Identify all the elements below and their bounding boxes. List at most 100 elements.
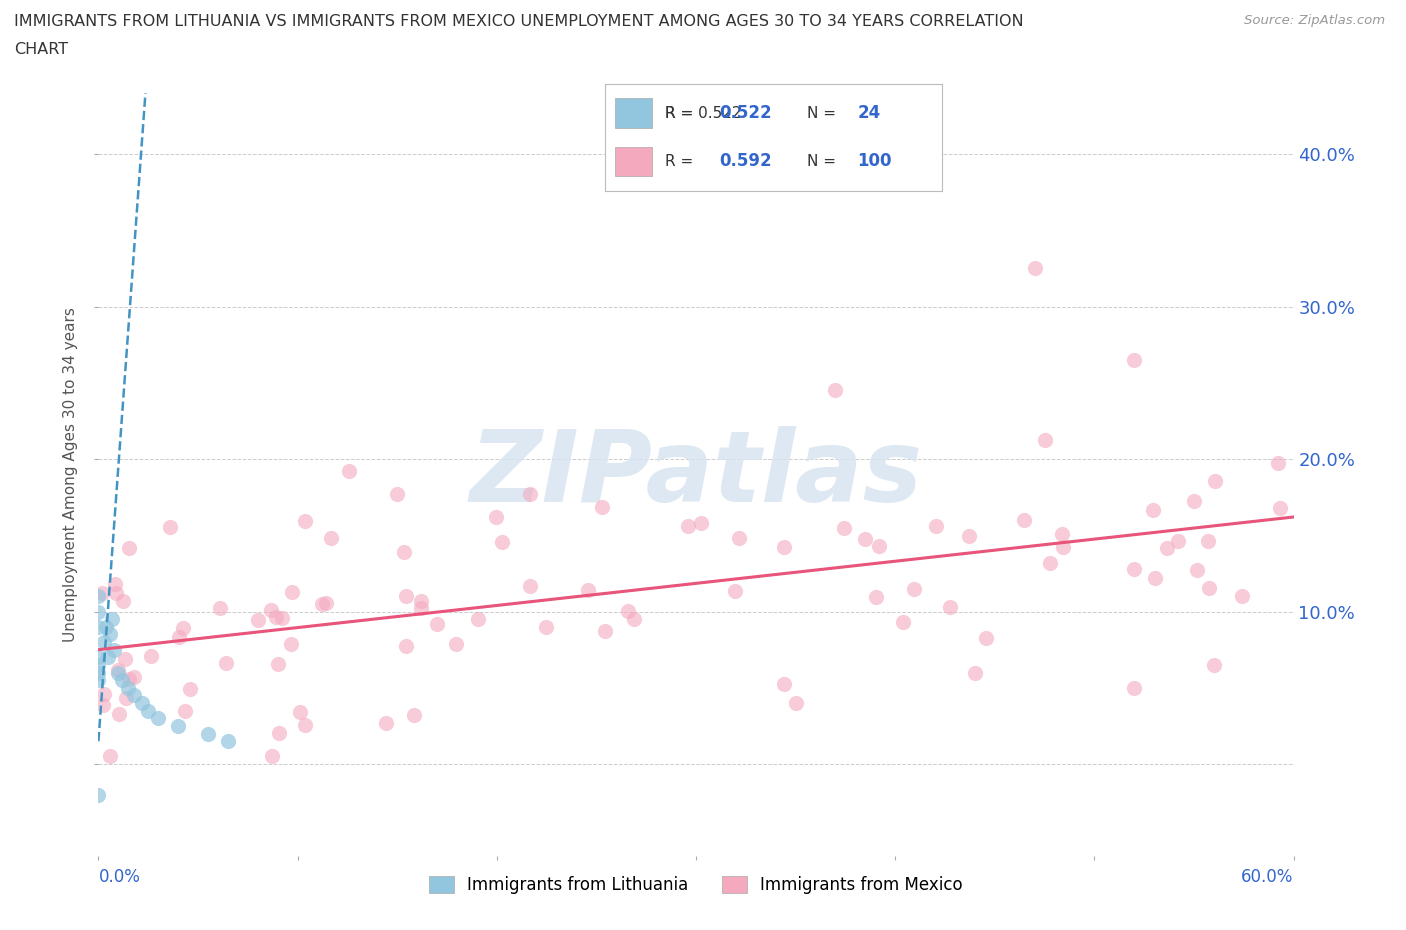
- Point: [1052, 539, 1074, 554]
- Point: [215, 656, 238, 671]
- Point: [294, 513, 316, 528]
- Point: [118, 672, 141, 687]
- Point: [93, 634, 115, 649]
- Point: [311, 596, 333, 611]
- Text: 0.0%: 0.0%: [98, 868, 141, 885]
- Text: R =: R =: [665, 153, 699, 168]
- FancyBboxPatch shape: [614, 99, 652, 127]
- Point: [87, 787, 110, 802]
- Point: [87, 604, 110, 619]
- Point: [957, 529, 980, 544]
- Point: [974, 631, 997, 645]
- Point: [772, 676, 794, 691]
- Point: [1267, 456, 1289, 471]
- Point: [136, 703, 159, 718]
- Point: [485, 510, 508, 525]
- Point: [319, 531, 342, 546]
- Point: [891, 615, 914, 630]
- Point: [1012, 512, 1035, 527]
- Point: [87, 658, 110, 672]
- Point: [963, 665, 986, 680]
- Text: R =: R =: [665, 106, 699, 121]
- Point: [112, 593, 135, 608]
- Point: [93, 686, 115, 701]
- Point: [131, 696, 153, 711]
- Point: [87, 672, 110, 687]
- Point: [208, 600, 231, 615]
- Text: CHART: CHART: [14, 42, 67, 57]
- Point: [623, 612, 645, 627]
- Point: [785, 696, 807, 711]
- Point: [267, 656, 290, 671]
- Text: 0.592: 0.592: [720, 153, 772, 170]
- Point: [87, 650, 110, 665]
- Text: 24: 24: [858, 104, 882, 122]
- Point: [117, 681, 139, 696]
- Point: [724, 583, 747, 598]
- Point: [167, 719, 190, 734]
- Point: [339, 464, 361, 479]
- Point: [197, 726, 219, 741]
- Point: [167, 630, 190, 644]
- Point: [115, 690, 138, 705]
- Point: [395, 638, 418, 653]
- Point: [270, 610, 292, 625]
- Point: [114, 652, 136, 667]
- Point: [103, 643, 125, 658]
- Point: [868, 538, 890, 553]
- Point: [87, 589, 110, 604]
- Point: [148, 711, 170, 725]
- Point: [395, 589, 418, 604]
- Point: [118, 540, 141, 555]
- Point: [1024, 261, 1046, 276]
- Point: [1185, 562, 1208, 577]
- Point: [1182, 494, 1205, 509]
- Text: Source: ZipAtlas.com: Source: ZipAtlas.com: [1244, 14, 1385, 27]
- Text: IMMIGRANTS FROM LITHUANIA VS IMMIGRANTS FROM MEXICO UNEMPLOYMENT AMONG AGES 30 T: IMMIGRANTS FROM LITHUANIA VS IMMIGRANTS …: [14, 14, 1024, 29]
- Point: [689, 515, 711, 530]
- Point: [903, 581, 925, 596]
- Point: [591, 499, 613, 514]
- Point: [172, 620, 194, 635]
- Point: [593, 624, 616, 639]
- Text: 60.0%: 60.0%: [1241, 868, 1294, 885]
- Point: [105, 586, 128, 601]
- Point: [124, 688, 146, 703]
- Point: [179, 682, 201, 697]
- Point: [91, 698, 114, 712]
- Point: [315, 595, 337, 610]
- Point: [1050, 526, 1073, 541]
- Point: [467, 611, 489, 626]
- Text: ZIPatlas: ZIPatlas: [470, 426, 922, 523]
- Point: [217, 734, 239, 749]
- Point: [519, 486, 541, 501]
- Point: [491, 535, 513, 550]
- Point: [925, 518, 948, 533]
- Point: [294, 718, 316, 733]
- Point: [1268, 500, 1291, 515]
- Point: [409, 601, 432, 616]
- Text: N =: N =: [807, 153, 837, 168]
- Point: [107, 665, 129, 680]
- Point: [409, 593, 432, 608]
- Point: [91, 585, 114, 600]
- Point: [281, 584, 304, 599]
- Text: R = 0.522: R = 0.522: [665, 106, 742, 121]
- Point: [678, 518, 700, 533]
- Point: [107, 662, 129, 677]
- Point: [1123, 562, 1146, 577]
- Point: [141, 648, 163, 663]
- Point: [865, 590, 887, 604]
- Point: [1143, 570, 1166, 585]
- Point: [288, 704, 311, 719]
- Legend: Immigrants from Lithuania, Immigrants from Mexico: Immigrants from Lithuania, Immigrants fr…: [422, 870, 970, 900]
- Point: [87, 619, 110, 634]
- Point: [1123, 352, 1146, 367]
- Point: [267, 725, 290, 740]
- FancyBboxPatch shape: [614, 147, 652, 176]
- Point: [426, 617, 449, 631]
- Point: [772, 540, 794, 555]
- Point: [853, 532, 876, 547]
- Text: 100: 100: [858, 153, 893, 170]
- Point: [444, 636, 467, 651]
